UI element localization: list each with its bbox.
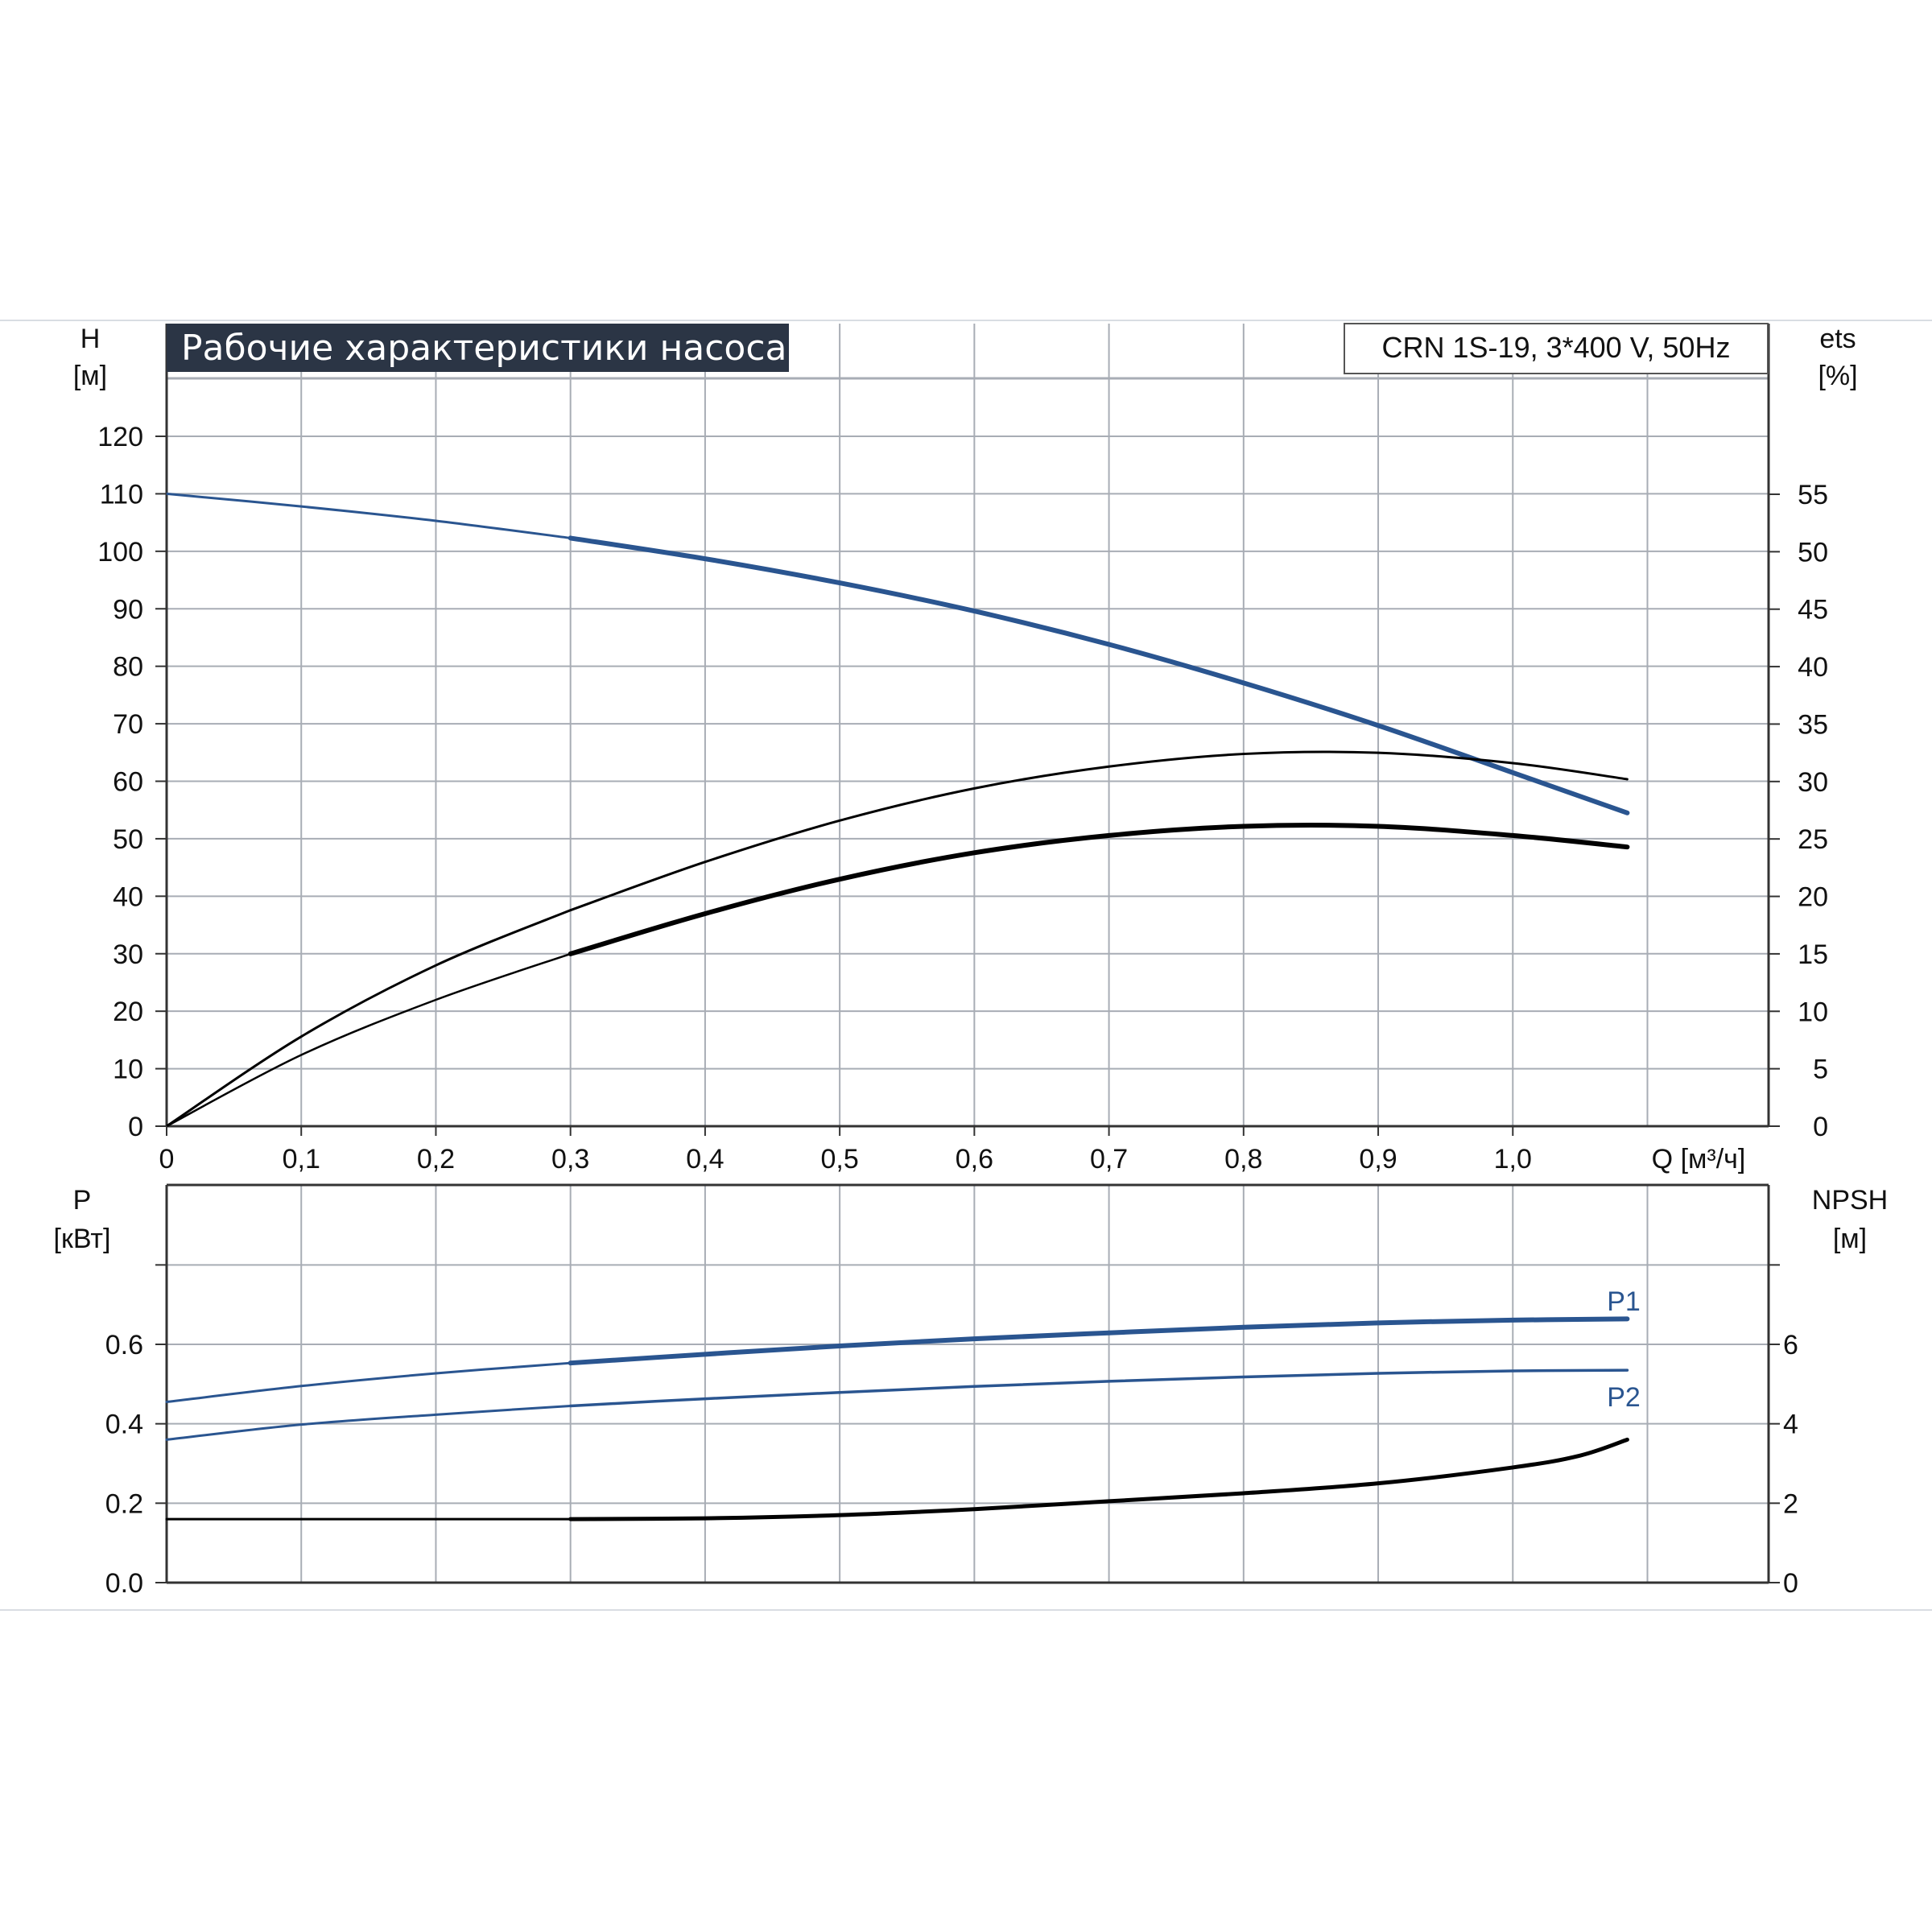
- efficiency-total-curve-line: [165, 952, 572, 1128]
- top-right-tick-label: 20: [1798, 882, 1828, 913]
- chart-title-box: [167, 324, 789, 372]
- bottom-plot-grid: [165, 1183, 1770, 1584]
- x-tick-label: 0,8: [1224, 1144, 1262, 1174]
- top-left-axis-name: H: [80, 324, 101, 354]
- top-right-tick-label: 0: [1813, 1112, 1828, 1142]
- bottom-right-tick-label: 6: [1783, 1330, 1798, 1360]
- top-left-tick-label: 50: [113, 824, 143, 855]
- p2-curve-line: [165, 1404, 572, 1441]
- bottom-right-axis-name: NPSH: [1812, 1185, 1888, 1216]
- top-right-tick-label: 35: [1798, 709, 1828, 740]
- x-tick-label: 0,4: [686, 1144, 724, 1174]
- top-left-tick-label: 110: [100, 479, 143, 510]
- bottom-right-tick-label: 2: [1783, 1488, 1798, 1519]
- bottom-plot-series: [165, 1316, 1630, 1521]
- top-left-tick-label: 60: [113, 767, 143, 798]
- top-left-tick-label: 90: [113, 594, 143, 625]
- bottom-left-axis-unit: [кВт]: [54, 1224, 111, 1254]
- x-tick-label: 0,2: [417, 1144, 455, 1174]
- x-tick-label: 0: [159, 1144, 175, 1174]
- top-left-axis-unit: [м]: [73, 361, 107, 391]
- bottom-plot-ticks: 0.0 0.2 0.4 0.6 0 2 4 6: [105, 1264, 1798, 1599]
- top-right-tick-label: 45: [1798, 595, 1828, 625]
- top-right-tick-label: 50: [1798, 537, 1828, 568]
- top-right-axis-unit: [%]: [1818, 361, 1857, 391]
- x-tick-label: 0,7: [1090, 1144, 1128, 1174]
- bottom-left-tick-label: 0.4: [105, 1410, 143, 1440]
- top-right-tick-label: 40: [1798, 652, 1828, 683]
- x-axis-label: Q [м³/ч]: [1652, 1144, 1746, 1174]
- top-right-tick-label: 55: [1798, 480, 1828, 510]
- model-label: CRN 1S-19, 3*400 V, 50Hz: [1382, 331, 1731, 364]
- efficiency-curve-line: [569, 750, 1629, 912]
- top-left-tick-label: 10: [113, 1055, 143, 1085]
- x-tick-label: 0,6: [956, 1144, 993, 1174]
- head-curve-line: [165, 492, 572, 539]
- efficiency-curve-line: [165, 909, 572, 1128]
- x-tick-label: 0,5: [821, 1144, 859, 1174]
- top-left-tick-label: 30: [113, 939, 143, 970]
- top-left-tick-label: 70: [113, 709, 143, 740]
- bottom-right-tick-label: 0: [1783, 1568, 1798, 1599]
- bottom-right-axis-unit: [м]: [1833, 1224, 1867, 1254]
- top-plot-grid: [165, 324, 1770, 1128]
- top-right-tick-label: 25: [1798, 824, 1828, 855]
- npsh-curve-line: [568, 1437, 1629, 1521]
- bottom-left-axis-name: P: [73, 1185, 92, 1216]
- x-tick-label: 0,1: [283, 1144, 320, 1174]
- head-curve-line: [568, 535, 1630, 815]
- x-tick-label: 0,3: [551, 1144, 589, 1174]
- top-plot-ticks: 0 10 20 30 40 50 60 70 80 90 100 110 120 0 5 10 15 20 25 30…: [97, 422, 1828, 1174]
- top-left-tick-label: 20: [113, 997, 143, 1027]
- bottom-left-tick-label: 0.0: [105, 1568, 143, 1599]
- bottom-left-tick-label: 0.2: [105, 1488, 143, 1519]
- top-right-axis-name: ets: [1819, 324, 1856, 354]
- p1-curve-line: [568, 1316, 1630, 1366]
- top-right-tick-label: 5: [1813, 1055, 1828, 1085]
- x-tick-label: 1,0: [1494, 1144, 1532, 1174]
- p2-curve-line: [568, 1368, 1629, 1408]
- top-left-tick-label: 40: [113, 881, 143, 912]
- top-left-tick-label: 100: [97, 537, 143, 568]
- efficiency-total-curve-line: [568, 823, 1630, 956]
- series-label-p2: P2: [1607, 1382, 1641, 1413]
- model-label-box: [1344, 323, 1769, 374]
- top-right-tick-label: 10: [1798, 997, 1828, 1027]
- bottom-right-tick-label: 4: [1783, 1410, 1798, 1440]
- top-right-tick-label: 30: [1798, 767, 1828, 798]
- top-left-tick-label: 80: [113, 652, 143, 683]
- p1-curve-line: [165, 1361, 572, 1404]
- top-left-tick-label: 0: [128, 1112, 143, 1142]
- top-right-tick-label: 15: [1798, 939, 1828, 970]
- top-plot-series: [165, 492, 1630, 1128]
- bottom-left-tick-label: 0.6: [105, 1330, 143, 1360]
- chart-title: Рабочие характеристики насоса: [181, 328, 786, 369]
- x-tick-label: 0,9: [1359, 1144, 1397, 1174]
- top-left-tick-label: 120: [97, 422, 143, 452]
- series-label-p1: P1: [1607, 1286, 1641, 1317]
